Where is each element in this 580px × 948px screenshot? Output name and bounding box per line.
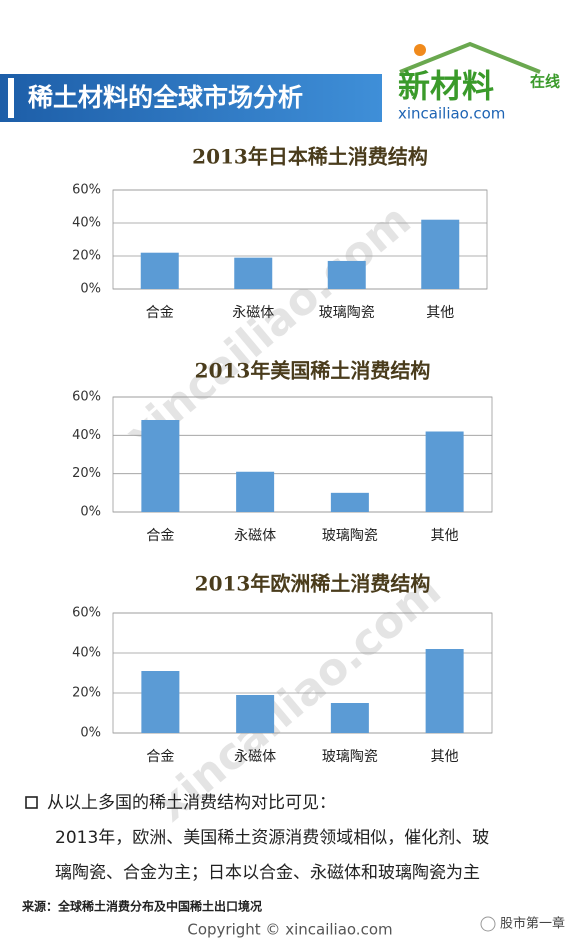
x-tick-label: 玻璃陶瓷 (322, 748, 378, 765)
y-tick-label: 60% (72, 183, 101, 198)
y-tick-label: 40% (72, 428, 101, 443)
chart-title: 2013年美国稀土消费结构 (195, 359, 431, 383)
source: 来源：全球稀土消费分布及中国稀土出口境况 (21, 899, 262, 914)
y-tick-label: 0% (80, 282, 101, 297)
x-tick-label: 玻璃陶瓷 (322, 527, 378, 544)
bar (330, 492, 369, 512)
logo-dot (414, 44, 426, 56)
plot-frame (112, 612, 493, 734)
bar (330, 703, 369, 733)
x-tick-label: 玻璃陶瓷 (319, 304, 375, 321)
x-tick-label: 合金 (146, 305, 174, 321)
bar (141, 671, 180, 733)
x-tick-label: 其他 (431, 528, 459, 544)
x-tick-label: 永磁体 (232, 305, 274, 321)
plot-frame (112, 396, 493, 513)
account: 股市第一章 (500, 916, 565, 932)
x-tick-label: 合金 (146, 528, 174, 544)
bar (141, 420, 180, 512)
copyright: Copyright © xincailiao.com (187, 921, 392, 939)
bar (425, 431, 464, 512)
x-tick-label: 永磁体 (234, 528, 276, 544)
y-tick-label: 40% (72, 216, 101, 231)
bar (236, 695, 275, 733)
y-tick-label: 60% (72, 606, 101, 621)
summary-line: 璃陶瓷、合金为主；日本以合金、永磁体和玻璃陶瓷为主 (55, 863, 480, 883)
bar (425, 649, 464, 733)
x-tick-label: 其他 (431, 749, 459, 765)
bar (421, 219, 460, 289)
y-tick-label: 40% (72, 646, 101, 661)
y-tick-label: 0% (80, 726, 101, 741)
plot-frame (112, 189, 488, 290)
x-tick-label: 合金 (146, 749, 174, 765)
summary-line: 2013年，欧洲、美国稀土资源消费领域相似，催化剂、玻 (55, 828, 489, 848)
logo: 新材料 (398, 67, 494, 105)
bullet (25, 796, 38, 809)
x-tick-label: 其他 (426, 305, 454, 321)
logo-tag: 在线 (530, 73, 560, 91)
y-tick-label: 20% (72, 249, 101, 264)
y-tick-label: 0% (80, 505, 101, 520)
bar (236, 471, 275, 512)
banner (0, 74, 382, 122)
bar (234, 257, 273, 289)
logo-url: xincailiao.com (398, 105, 505, 123)
x-tick-label: 永磁体 (234, 749, 276, 765)
bar (327, 260, 366, 289)
y-tick-label: 20% (72, 686, 101, 701)
page-title: 稀土材料的全球市场分析 (28, 83, 303, 112)
summary-heading: 从以上多国的稀土消费结构对比可见： (47, 793, 336, 813)
y-tick-label: 20% (72, 466, 101, 481)
chart-title: 2013年日本稀土消费结构 (192, 145, 428, 169)
banner-accent (8, 78, 14, 118)
logo-roof (399, 41, 541, 74)
chart-title: 2013年欧洲稀土消费结构 (195, 572, 431, 596)
wechat-icon (480, 916, 496, 932)
bar (140, 252, 179, 289)
y-tick-label: 60% (72, 390, 101, 405)
